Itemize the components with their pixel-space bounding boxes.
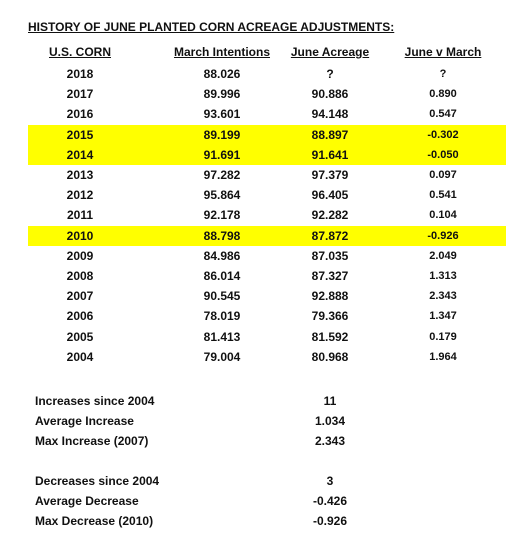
cell: 2006 [66, 309, 94, 324]
cell: 2014 [66, 147, 94, 162]
cell: -0.302 [427, 128, 459, 141]
cell: 94.148 [311, 107, 349, 122]
cell: 2013 [66, 168, 94, 182]
summary-label: Decreases since 2004 [35, 474, 160, 488]
cell: 89.996 [203, 87, 241, 102]
cell: 0.179 [429, 330, 457, 343]
summary-value: -0.926 [312, 514, 348, 528]
cell: 95.864 [203, 188, 241, 203]
cell: ? [439, 68, 447, 80]
cell: 2011 [66, 208, 94, 223]
cell: 2010 [66, 228, 94, 243]
cell: 2004 [66, 349, 94, 364]
cell: 78.019 [203, 309, 241, 324]
summary-label: Increases since 2004 [35, 394, 155, 408]
cell: 89.199 [203, 127, 241, 142]
row-highlight [28, 225, 506, 246]
cell: 92.282 [311, 208, 349, 223]
cell: 2.343 [429, 290, 457, 303]
cell: 2015 [66, 127, 94, 142]
cell: 79.366 [311, 309, 349, 324]
title: HISTORY OF JUNE PLANTED CORN ACREAGE ADJ… [28, 20, 395, 34]
cell: 2016 [66, 107, 94, 122]
column-header: March Intentions [173, 45, 271, 59]
cell: 1.964 [429, 350, 457, 363]
cell: -0.926 [427, 229, 459, 242]
cell: 84.986 [203, 248, 241, 263]
cell: 2005 [66, 329, 94, 344]
cell: 1.347 [429, 310, 457, 323]
cell: 80.968 [311, 349, 349, 364]
cell: 2012 [66, 188, 94, 203]
cell: 0.890 [429, 88, 457, 101]
cell: 81.413 [203, 329, 241, 344]
cell: 81.592 [311, 329, 349, 344]
column-header: U.S. CORN [48, 45, 112, 59]
row-highlight [28, 124, 506, 145]
cell: 97.379 [311, 168, 349, 182]
cell: 2017 [66, 87, 94, 102]
cell: 88.026 [203, 67, 241, 81]
cell: 96.405 [311, 188, 349, 203]
cell: -0.050 [427, 148, 459, 161]
cell: 87.035 [311, 248, 349, 263]
row-highlight [28, 144, 506, 165]
cell: 87.327 [311, 269, 349, 283]
column-header: June Acreage [290, 45, 370, 59]
cell: 97.282 [203, 168, 241, 182]
cell: 91.641 [311, 147, 349, 162]
cell: 0.104 [429, 209, 457, 222]
cell: 0.547 [429, 108, 457, 121]
column-header: June v March [404, 45, 482, 59]
summary-label: Average Decrease [35, 494, 139, 508]
cell: 88.798 [203, 228, 241, 243]
cell: 2007 [66, 289, 94, 304]
summary-value: 2.343 [314, 434, 346, 448]
cell: 88.897 [311, 127, 349, 142]
cell: 2018 [66, 67, 94, 81]
cell: 91.691 [203, 147, 241, 162]
cell: 79.004 [203, 349, 241, 364]
cell: 87.872 [311, 228, 349, 243]
cell: 86.014 [203, 269, 241, 283]
cell: 92.888 [311, 289, 349, 304]
summary-label: Max Decrease (2010) [35, 514, 154, 528]
summary-label: Max Increase (2007) [35, 434, 149, 448]
cell: 0.541 [429, 189, 457, 202]
cell: 0.097 [429, 169, 457, 181]
cell: 2009 [66, 248, 94, 263]
cell: 2008 [66, 269, 94, 283]
cell: 93.601 [203, 107, 241, 122]
cell: 92.178 [203, 208, 241, 223]
cell: 2.049 [429, 249, 457, 262]
cell: ? [326, 67, 334, 81]
summary-value: 11 [323, 394, 337, 408]
summary-value: 1.034 [314, 414, 346, 428]
summary-value: 3 [326, 474, 334, 488]
summary-label: Average Increase [35, 414, 134, 428]
summary-value: -0.426 [312, 494, 348, 508]
cell: 90.545 [203, 289, 241, 304]
cell: 90.886 [311, 87, 349, 102]
cell: 1.313 [429, 270, 457, 282]
